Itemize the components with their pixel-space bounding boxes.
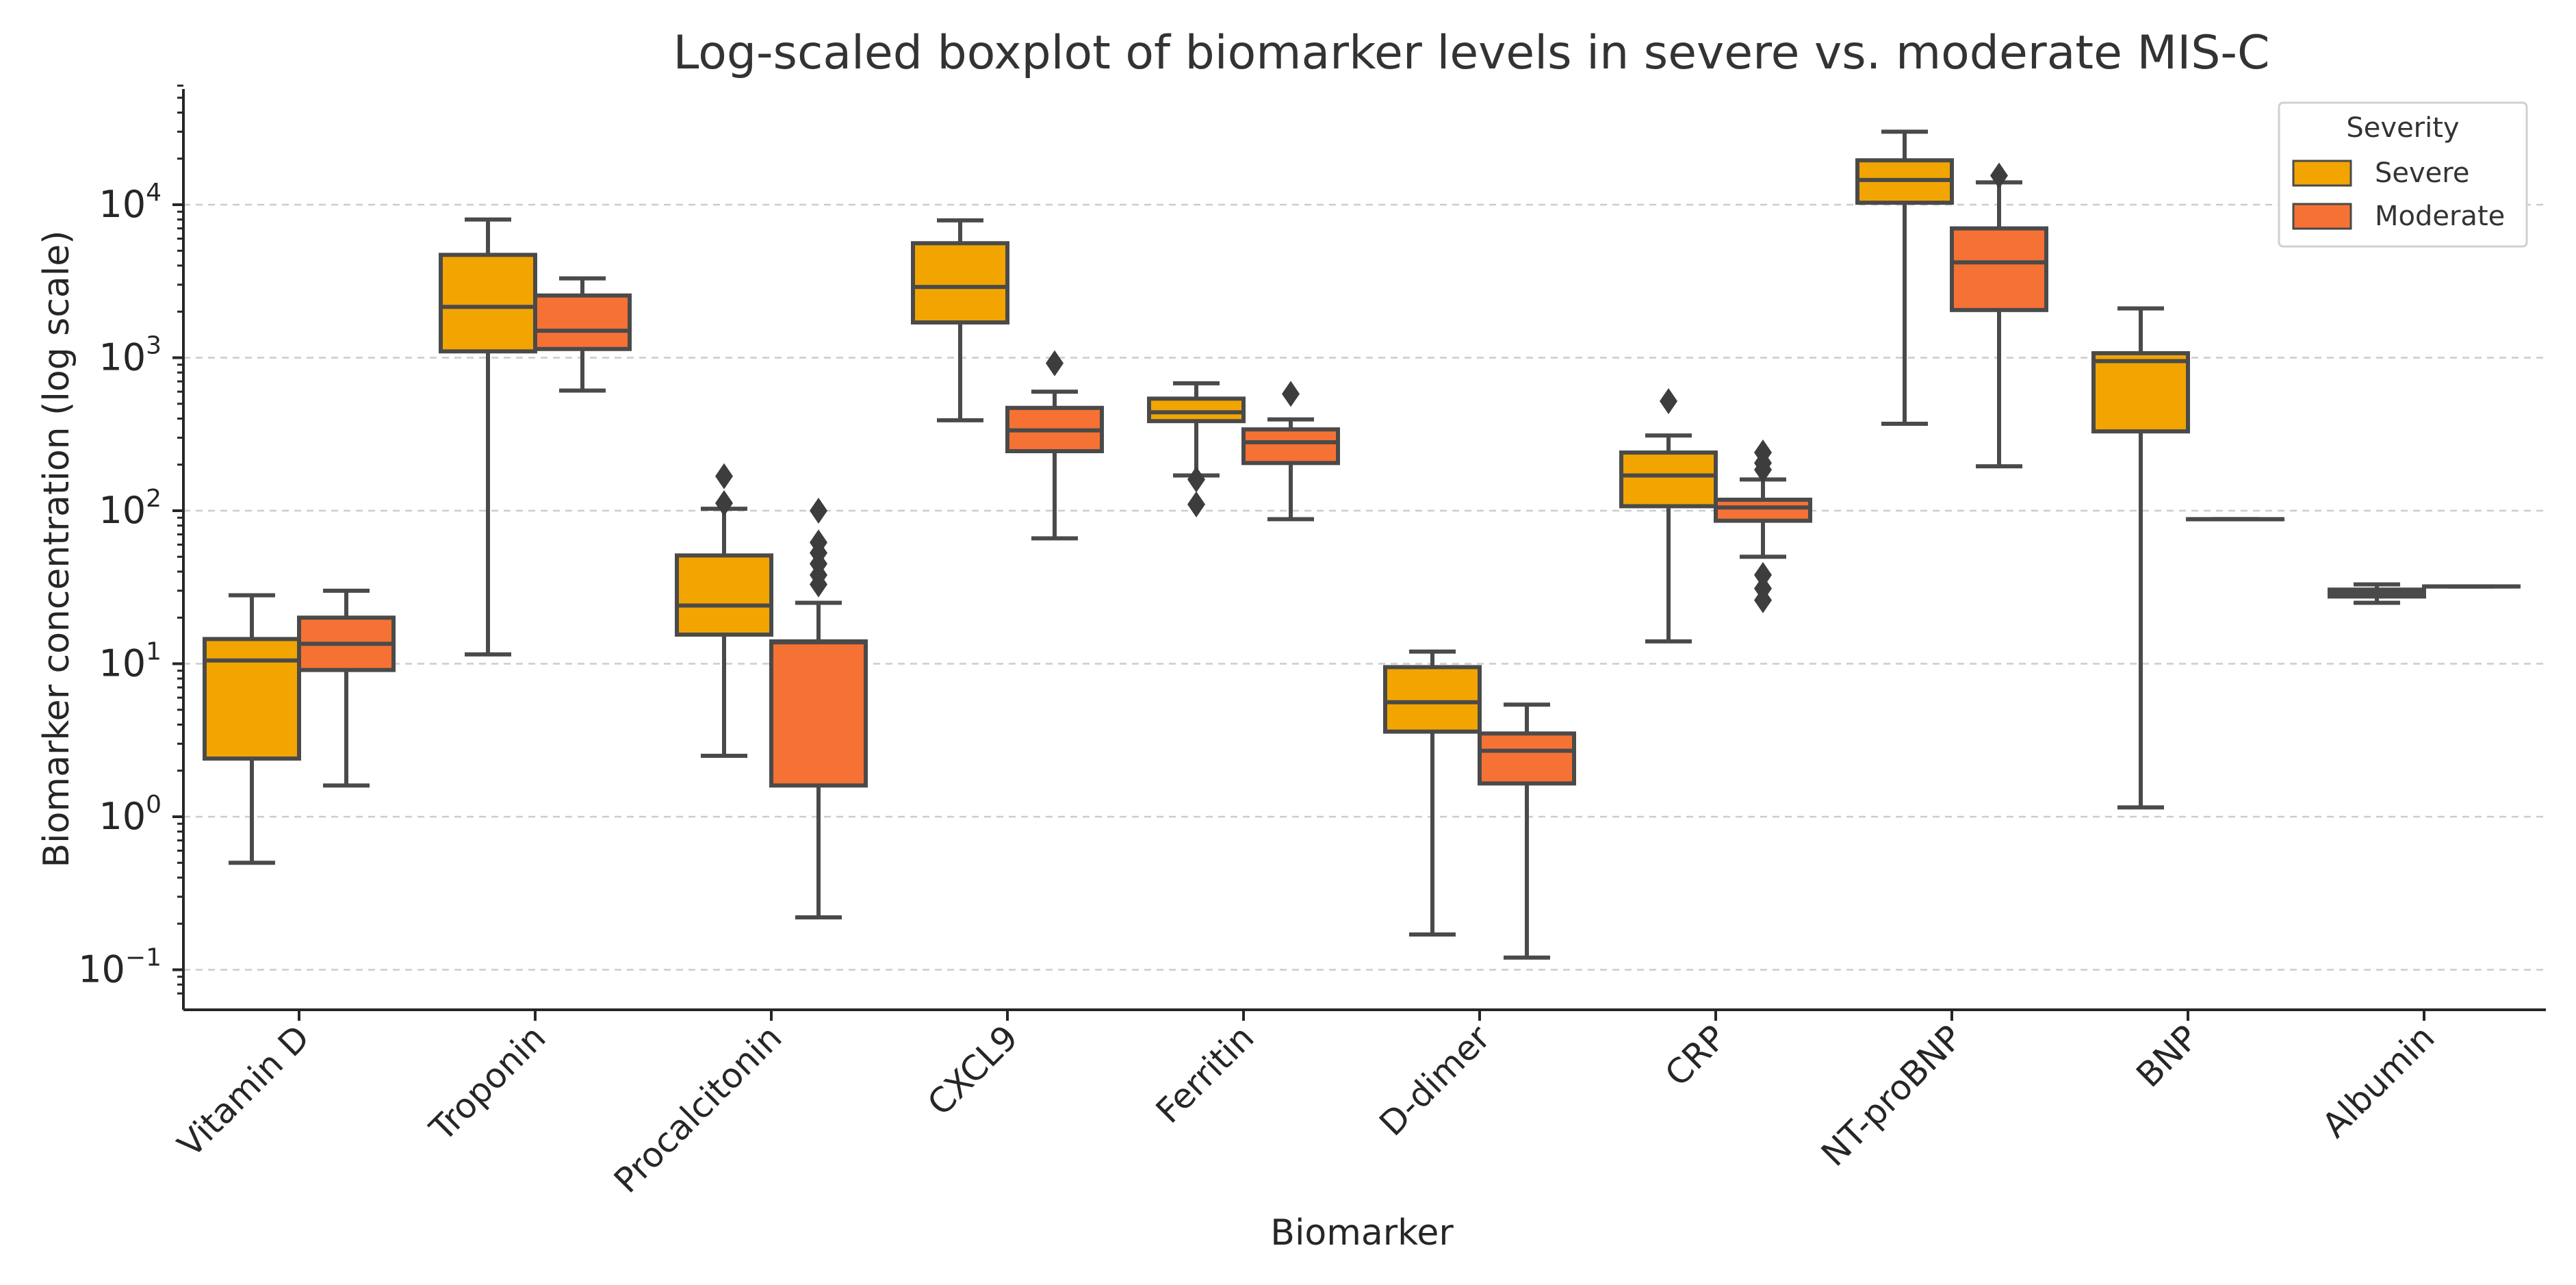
y-tick-label: 102 [99,485,162,532]
y-tick-label: 104 [99,179,162,226]
outlier-point [810,498,827,524]
box-iqr [911,241,1009,325]
box-procalcitonin-severe [675,463,773,759]
box-iqr [1619,450,1718,509]
outlier-point [715,463,733,489]
box-iqr [439,253,537,354]
box-cxcl9-moderate [1005,350,1104,541]
box-d-dimer-moderate [1478,702,1576,960]
outlier-point [1754,440,1772,466]
outlier-point [1660,387,1677,414]
box-iqr [769,639,868,788]
box-iqr [1383,665,1482,734]
box-ferritin-moderate [1241,381,1340,522]
box-bnp-severe [2091,306,2190,810]
outlier-point [715,489,733,516]
outlier-point [1187,466,1205,493]
outlier-point [1990,162,2008,189]
legend-swatch-severe [2292,160,2352,187]
box-albumin-severe [2328,582,2426,605]
legend: Severity Severe Moderate [2278,101,2528,248]
chart-title: Log-scaled boxplot of biomarker levels i… [673,26,2270,80]
box-iqr [1241,427,1340,466]
box-iqr [675,553,773,637]
box-iqr [1714,497,1812,523]
box-iqr [203,637,301,761]
outlier-point [1754,575,1772,602]
box-nt-probnp-severe [1855,129,1954,427]
legend-label-moderate: Moderate [2375,201,2505,232]
y-tick-label: 103 [99,332,162,379]
box-troponin-severe [439,217,537,657]
box-iqr [1478,731,1576,786]
box-troponin-moderate [533,276,632,393]
y-tick-label: 101 [99,638,162,685]
y-tick-label: 10−1 [78,944,162,991]
box-iqr [1950,226,2048,312]
legend-label-severe: Severe [2375,157,2469,189]
plot-series [203,129,2521,960]
box-vitamin-d-severe [203,593,301,865]
outlier-point [1187,491,1205,518]
outlier-point [1046,350,1064,377]
outlier-point [1282,381,1300,407]
outlier-point [810,529,827,556]
box-crp-severe [1619,387,1718,644]
box-procalcitonin-moderate [769,498,868,919]
y-tick-label: 100 [99,791,162,838]
legend-swatch-moderate [2292,203,2352,230]
outlier-point [1754,561,1772,588]
x-axis-label: Biomarker [1270,1212,1454,1254]
box-cxcl9-severe [911,218,1009,422]
box-crp-moderate [1714,440,1812,613]
box-vitamin-d-moderate [297,588,396,788]
box-iqr [1147,396,1246,424]
box-nt-probnp-moderate [1950,162,2048,469]
box-iqr [2091,351,2190,434]
y-axis-label: Biomarker concentration (log scale) [36,230,77,867]
box-ferritin-severe [1147,381,1246,518]
box-iqr [533,293,632,351]
box-d-dimer-severe [1383,649,1482,937]
legend-title: Severity [2346,112,2459,144]
